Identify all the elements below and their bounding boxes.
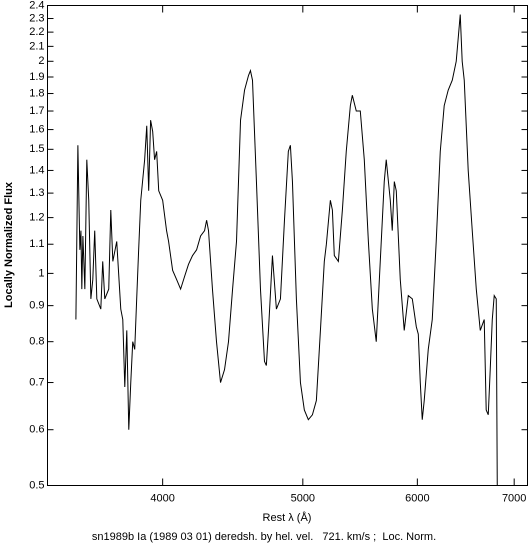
x-tick-label: 4000 — [150, 492, 174, 504]
y-tick-label: 1.8 — [29, 87, 44, 99]
y-tick-label: 2.4 — [29, 0, 44, 11]
plot-frame — [47, 5, 528, 486]
y-tick-label: 1.3 — [29, 187, 44, 199]
y-tick-label: 0.8 — [29, 336, 44, 348]
y-tick-label: 1.2 — [29, 212, 44, 224]
y-tick-label: 1.1 — [29, 238, 44, 250]
y-tick-label: 2.1 — [29, 40, 44, 52]
y-tick-label: 1.4 — [29, 164, 44, 176]
spectrum-line — [75, 14, 498, 486]
y-tick-label: 1 — [38, 267, 44, 279]
y-tick-label: 1.5 — [29, 143, 44, 155]
y-tick-label: 2.2 — [29, 26, 44, 38]
y-tick-label: 1.7 — [29, 105, 44, 117]
y-tick-label: 1.6 — [29, 123, 44, 135]
x-axis-label: Rest λ (Å) — [263, 511, 312, 524]
y-tick-label: 2.3 — [29, 12, 44, 24]
y-tick-label: 0.5 — [29, 479, 44, 491]
y-tick-label: 1.9 — [29, 71, 44, 83]
y-tick-label: 0.6 — [29, 424, 44, 436]
x-tick-label: 7000 — [502, 492, 526, 504]
y-tick-label: 0.9 — [29, 300, 44, 312]
y-tick-label: 0.7 — [29, 376, 44, 388]
chart-caption: sn1989b Ia (1989 03 01) deredsh. by hel.… — [92, 531, 436, 543]
x-tick-label: 6000 — [405, 492, 429, 504]
y-tick-label: 2 — [38, 55, 44, 67]
x-tick-label: 5000 — [291, 492, 315, 504]
y-axis-label: Locally Normalized Flux — [3, 181, 15, 308]
